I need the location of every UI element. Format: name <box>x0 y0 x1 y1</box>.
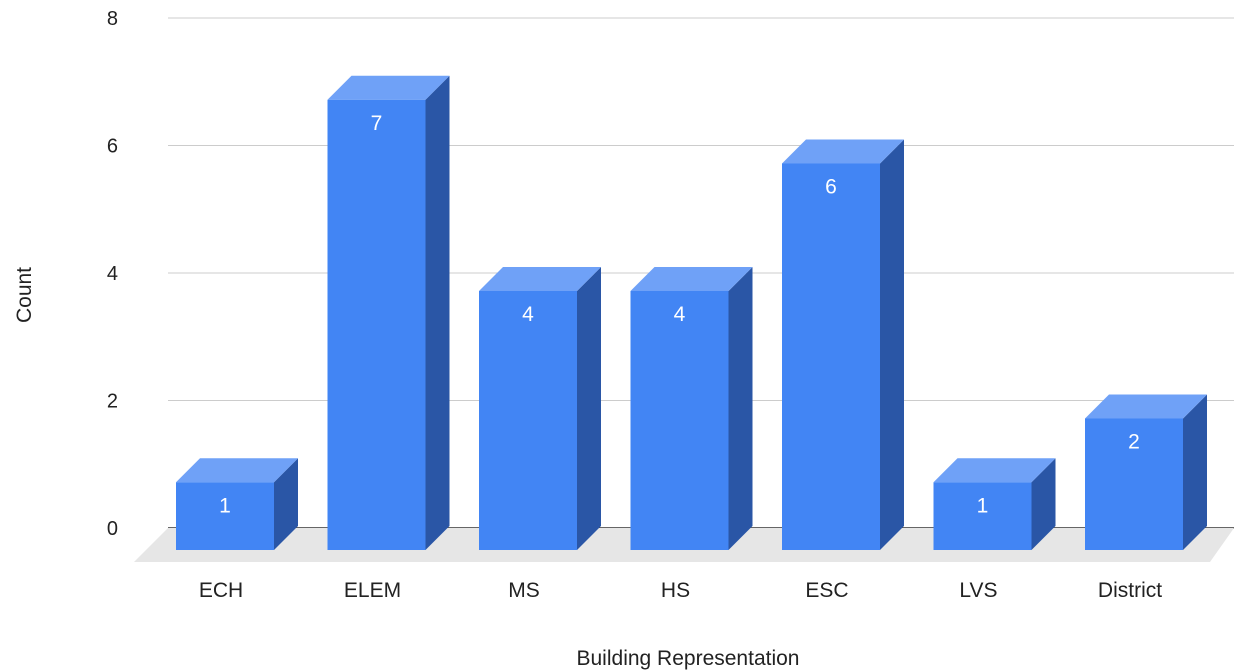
bar-side <box>728 267 753 550</box>
data-label: 6 <box>825 176 837 199</box>
bars: 1 7 4 4 6 1 2 <box>176 75 1207 550</box>
x-axis-title: Building Representation <box>577 647 800 670</box>
bar-front <box>933 482 1032 550</box>
bar-front <box>176 482 274 550</box>
bar: 6 <box>782 139 904 550</box>
data-label: 4 <box>522 303 534 326</box>
x-category-label: ESC <box>805 579 848 602</box>
x-axis-categories: ECH ELEM MS HS ESC LVS District <box>199 579 1162 602</box>
bar-top <box>479 267 601 291</box>
bar-top <box>782 139 904 164</box>
data-label: 7 <box>371 112 383 135</box>
data-label: 4 <box>674 303 686 326</box>
bar-top <box>630 267 753 291</box>
bar-top <box>176 458 298 483</box>
bar: 2 <box>1085 394 1207 550</box>
x-category-label: HS <box>661 579 690 602</box>
x-category-label: District <box>1098 579 1162 602</box>
bar-side <box>880 139 904 550</box>
y-tick-label: 0 <box>107 518 118 540</box>
data-label: 2 <box>1128 431 1140 454</box>
bar-front <box>630 291 729 550</box>
data-label: 1 <box>219 494 231 517</box>
bar-side <box>274 458 298 550</box>
bar-front <box>479 291 577 550</box>
x-category-label: ECH <box>199 579 243 602</box>
x-category-label: ELEM <box>344 579 401 602</box>
bar: 1 <box>933 458 1056 550</box>
bar: 4 <box>479 267 601 550</box>
y-tick-label: 2 <box>107 391 118 413</box>
data-label: 1 <box>977 494 989 517</box>
x-category-label: LVS <box>959 579 997 602</box>
y-tick-label: 6 <box>107 136 118 158</box>
bar-side <box>425 75 450 550</box>
y-tick-label: 8 <box>107 8 118 30</box>
bar-top <box>327 75 450 100</box>
bar-front <box>327 99 426 550</box>
bar-side <box>577 267 601 550</box>
y-axis-ticks: 0 2 4 6 8 <box>107 8 118 540</box>
x-category-label: MS <box>508 579 540 602</box>
bar-top <box>1085 394 1207 419</box>
bar: 4 <box>630 267 753 550</box>
bar-front <box>1085 418 1183 550</box>
bar: 1 <box>176 458 298 550</box>
bar-side <box>1031 458 1056 550</box>
y-tick-label: 4 <box>107 263 118 285</box>
y-axis-title: Count <box>13 267 36 323</box>
bar-front <box>782 163 880 550</box>
bar-side <box>1183 394 1207 550</box>
bar: 7 <box>327 75 450 550</box>
bar-top <box>933 458 1056 483</box>
